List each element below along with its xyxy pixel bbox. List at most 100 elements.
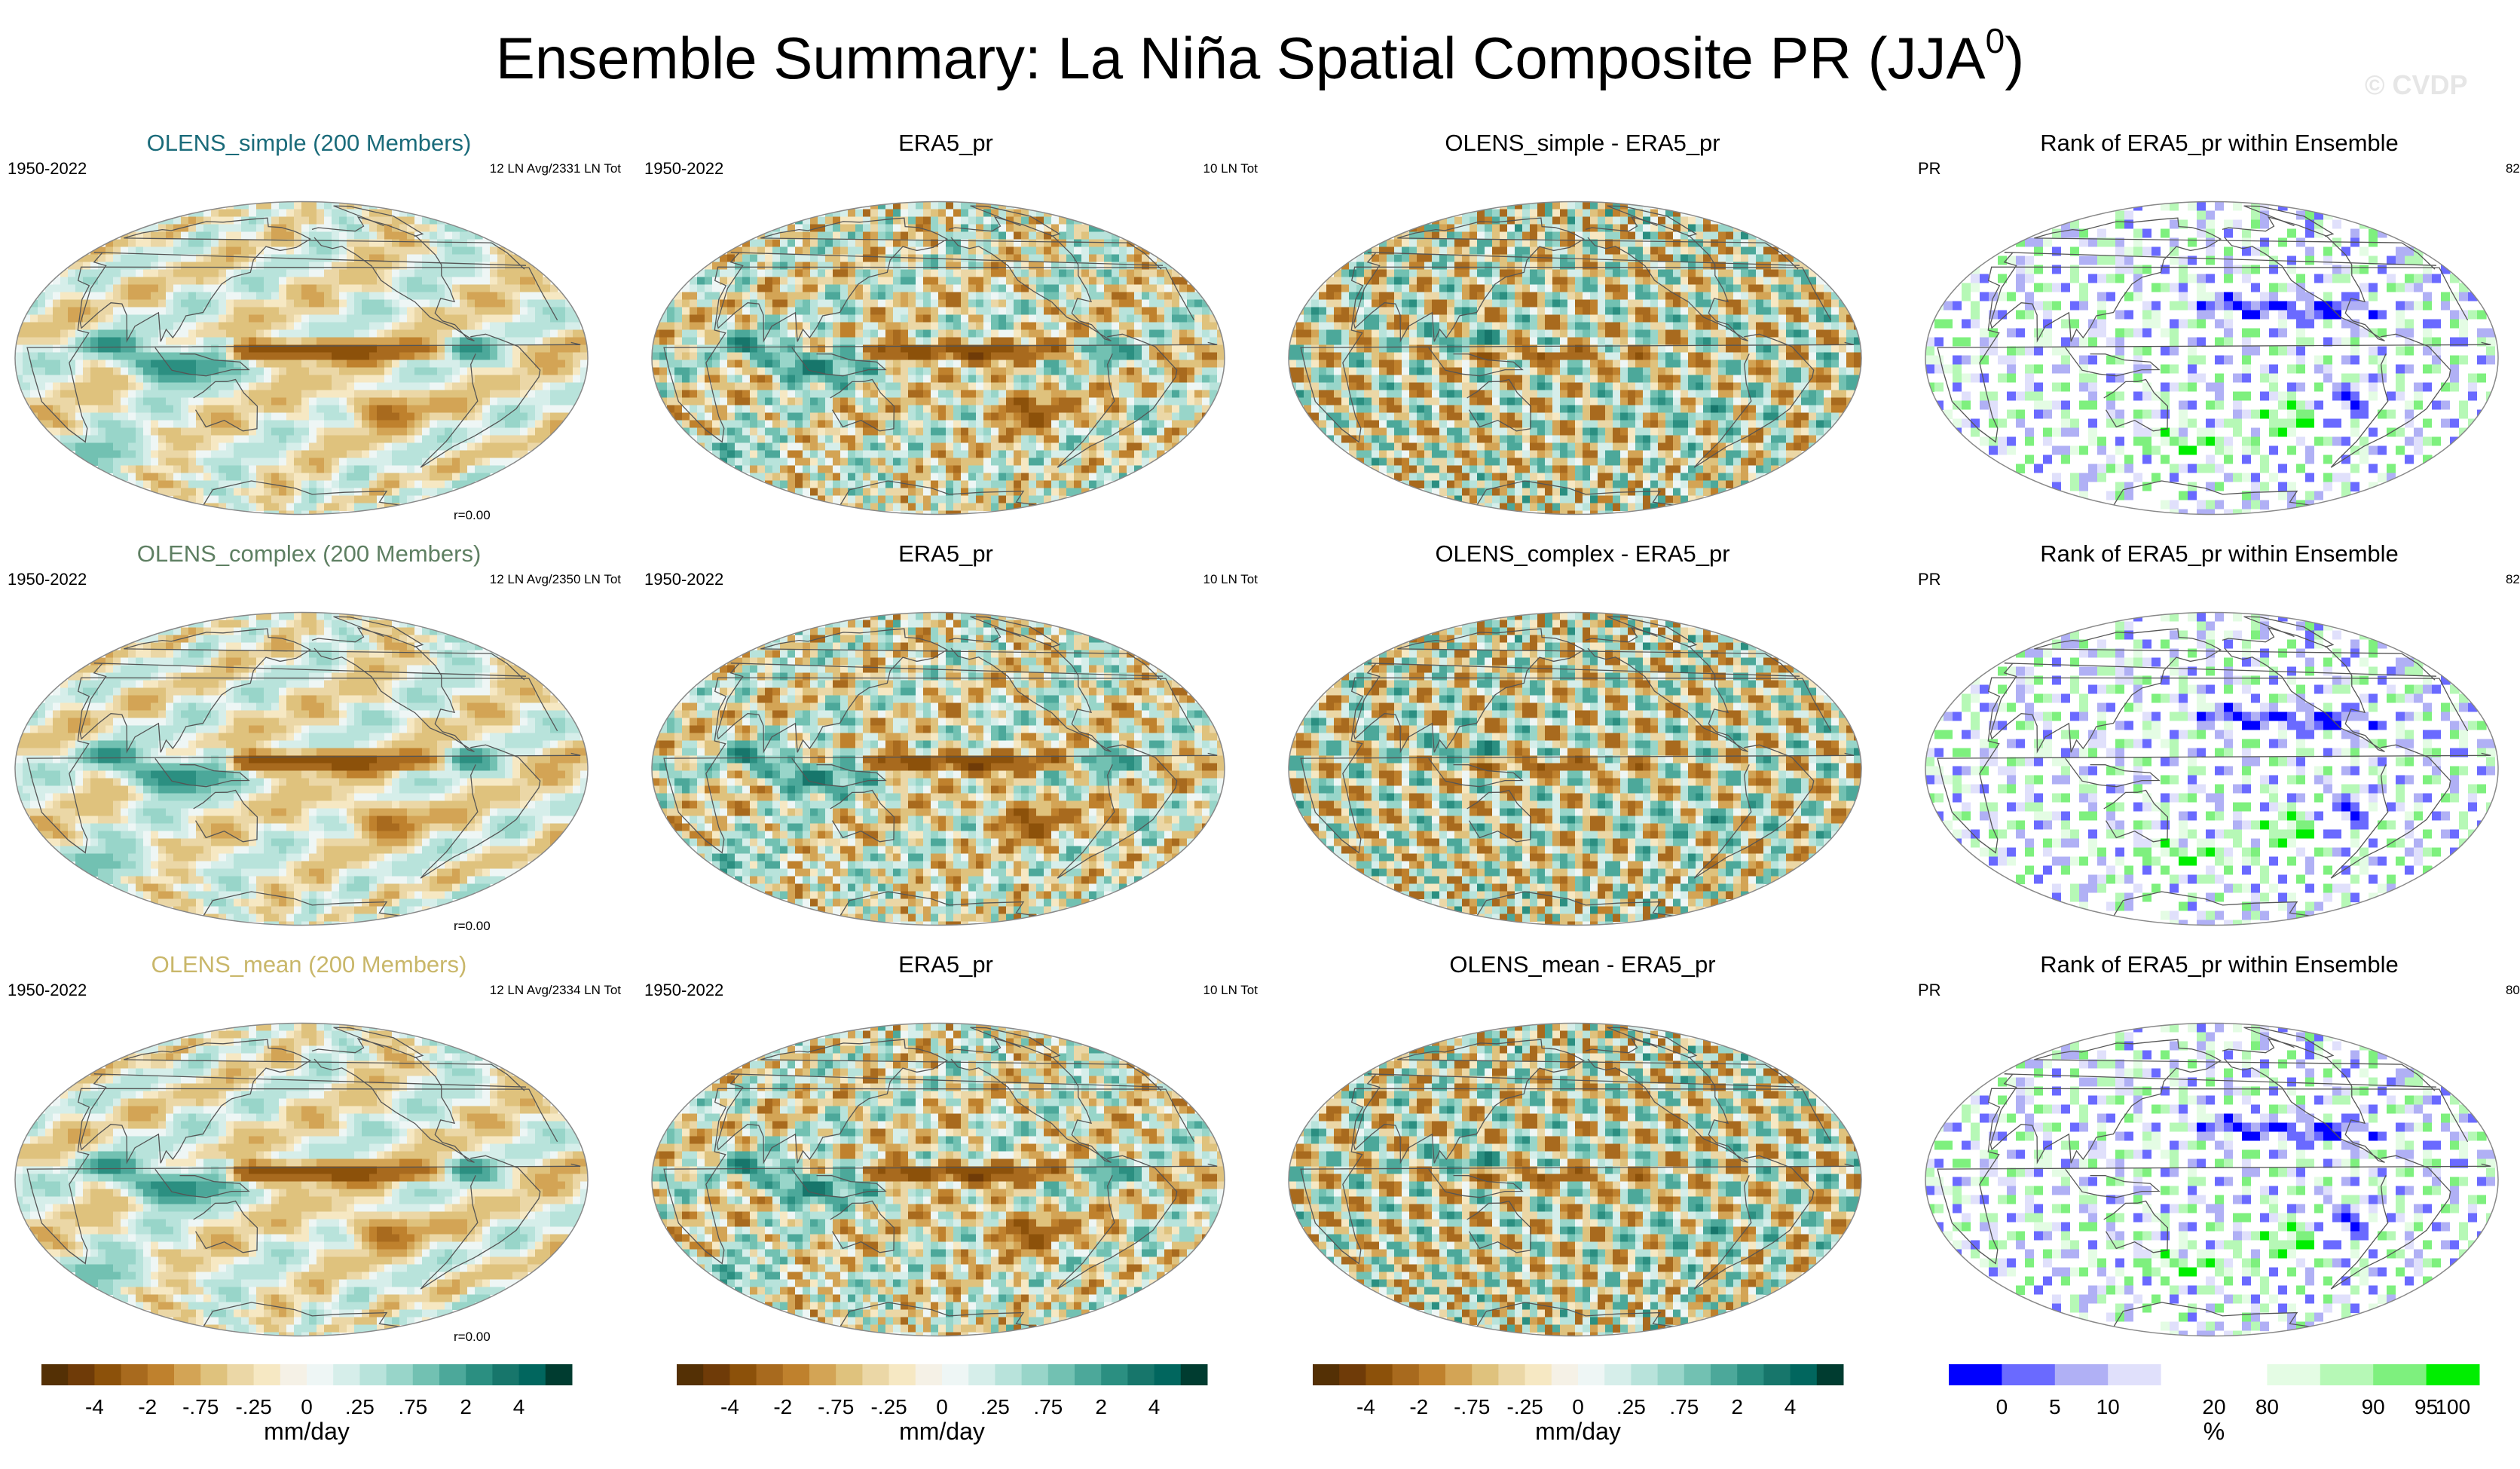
field-cell [1014, 465, 1022, 474]
field-cell [893, 314, 901, 323]
field-cell [1164, 284, 1173, 293]
field-cell [878, 435, 886, 444]
field-cell [908, 390, 916, 399]
field-cell [938, 465, 947, 474]
field-cell [840, 262, 849, 271]
field-cell [765, 473, 773, 482]
field-cell [923, 435, 931, 444]
field-cell [885, 427, 894, 436]
field-cell [1059, 480, 1067, 489]
field-cell [999, 480, 1007, 489]
field-cell [173, 397, 182, 406]
field-cell [818, 412, 826, 421]
field-cell [1036, 322, 1044, 331]
field-cell [961, 246, 969, 256]
field-cell [788, 231, 796, 240]
field-cell [727, 292, 736, 301]
field-cell [256, 465, 265, 474]
field-cell [143, 397, 151, 406]
field-cell [1089, 231, 1097, 240]
field-cell [362, 239, 370, 248]
field-cell [848, 292, 856, 301]
field-cell [512, 420, 521, 429]
field-cell [535, 292, 543, 301]
field-cell [68, 382, 76, 391]
field-cell [286, 224, 295, 233]
field-cell [1029, 397, 1037, 406]
field-cell [249, 352, 257, 361]
field-cell [1074, 254, 1082, 263]
field-cell [482, 277, 491, 286]
field-cell [1127, 442, 1135, 451]
field-cell [961, 216, 969, 225]
field-cell [983, 420, 992, 429]
field-cell [712, 329, 720, 338]
field-cell [226, 307, 234, 316]
field-cell [399, 337, 408, 346]
field-cell [840, 254, 849, 263]
field-cell [1036, 209, 1044, 218]
field-cell [467, 246, 476, 256]
field-cell [121, 435, 129, 444]
field-cell [999, 239, 1007, 248]
field-cell [482, 405, 491, 414]
field-cell [234, 209, 242, 218]
field-cell [211, 390, 219, 399]
field-cell [976, 503, 984, 512]
field-cell [384, 420, 393, 429]
field-cell [1089, 473, 1097, 482]
field-cell [460, 292, 468, 301]
field-cell [840, 277, 849, 286]
field-cell [1074, 277, 1082, 286]
field-cell [968, 397, 977, 406]
field-cell [863, 216, 871, 225]
field-cell [682, 337, 690, 346]
field-cell [490, 360, 498, 369]
field-cell [1029, 480, 1037, 489]
field-cell [833, 352, 841, 361]
field-cell [317, 314, 325, 323]
field-cell [885, 216, 894, 225]
field-cell [377, 435, 385, 444]
field-cell [286, 322, 295, 331]
field-cell [45, 397, 54, 406]
field-cell [188, 216, 197, 225]
field-cell [1059, 329, 1067, 338]
field-cell [558, 337, 566, 346]
field-cell [1029, 344, 1037, 353]
field-cell [1096, 239, 1105, 248]
field-cell [362, 473, 370, 482]
field-cell [765, 314, 773, 323]
field-cell [249, 299, 257, 308]
field-cell [863, 292, 871, 301]
field-cell [1014, 480, 1022, 489]
field-cell [437, 397, 445, 406]
field-cell [203, 427, 212, 436]
field-cell [106, 458, 114, 467]
field-cell [143, 367, 151, 376]
field-cell [908, 435, 916, 444]
field-cell [362, 254, 370, 263]
field-cell [369, 382, 378, 391]
field-cell [173, 427, 182, 436]
field-cell [667, 299, 675, 308]
field-cell [961, 442, 969, 451]
field-cell [106, 427, 114, 436]
field-cell [1164, 299, 1173, 308]
field-cell [1029, 239, 1037, 248]
field-cell [279, 284, 287, 293]
field-cell [430, 269, 438, 278]
field-cell [720, 262, 728, 271]
field-cell [1112, 420, 1120, 429]
field-cell [885, 360, 894, 369]
field-cell [1051, 269, 1060, 278]
field-cell [422, 314, 430, 323]
field-cell [1164, 442, 1173, 451]
field-cell [324, 480, 332, 489]
field-cell [241, 262, 249, 271]
field-cell [1119, 329, 1127, 338]
field-cell [870, 254, 879, 263]
field-cell [558, 397, 566, 406]
field-cell [1044, 344, 1052, 353]
field-cell [1127, 239, 1135, 248]
